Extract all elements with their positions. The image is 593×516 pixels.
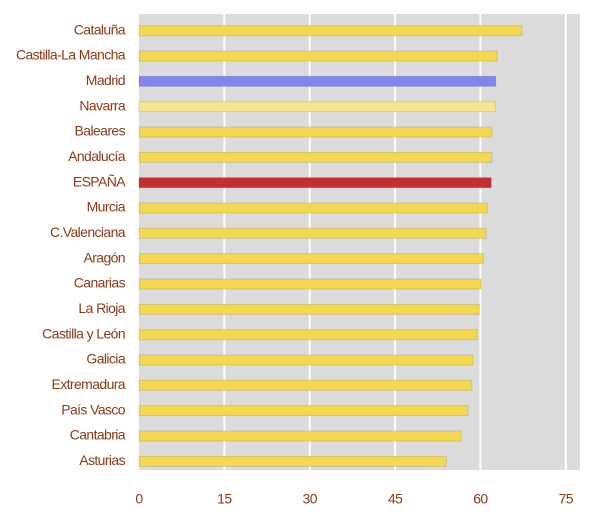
y-tick-label: Cantabria [70, 427, 126, 443]
y-tick-label: Murcia [87, 199, 126, 215]
x-tick-label: 15 [217, 491, 232, 507]
x-tick-label: 75 [559, 491, 574, 507]
y-tick-label: Canarias [74, 275, 126, 291]
bar [138, 278, 482, 290]
x-tick-label: 0 [135, 491, 143, 507]
y-tick-label: Aragón [83, 249, 125, 265]
y-tick-label: Asturias [79, 452, 125, 468]
y-tick-label: Madrid [86, 72, 125, 88]
y-tick-label: País Vasco [61, 401, 126, 417]
bar [138, 303, 480, 315]
bar [138, 25, 523, 37]
bar [138, 405, 469, 417]
plot-background [139, 14, 580, 470]
y-tick-label: Castilla y León [42, 325, 125, 341]
bar [138, 455, 447, 467]
y-tick-label: Navarra [79, 97, 125, 113]
y-tick-label: C.Valenciana [50, 224, 126, 240]
y-tick-label: Cataluña [74, 21, 126, 37]
bar [138, 202, 488, 214]
bar [138, 50, 498, 62]
y-tick-label: Baleares [75, 123, 126, 139]
bar [138, 177, 492, 189]
x-tick-label: 30 [303, 491, 318, 507]
bar [138, 126, 493, 138]
y-tick-label: Andalucía [68, 148, 126, 164]
x-tick-label: 45 [388, 491, 403, 507]
bar [138, 354, 474, 366]
bar [138, 75, 497, 87]
y-tick-label: Extremadura [51, 376, 125, 392]
y-tick-label: La Rioja [78, 300, 125, 316]
bar [138, 329, 478, 341]
x-tick-label: 60 [473, 491, 488, 507]
bar [138, 151, 493, 163]
y-tick-label: ESPAÑA [73, 173, 126, 189]
bar [138, 101, 496, 113]
bar [138, 379, 473, 391]
bar [138, 227, 487, 239]
y-tick-label: Castilla-La Mancha [16, 47, 126, 63]
bar [138, 430, 462, 442]
y-tick-label: Galicia [86, 351, 125, 367]
bar [138, 253, 484, 265]
